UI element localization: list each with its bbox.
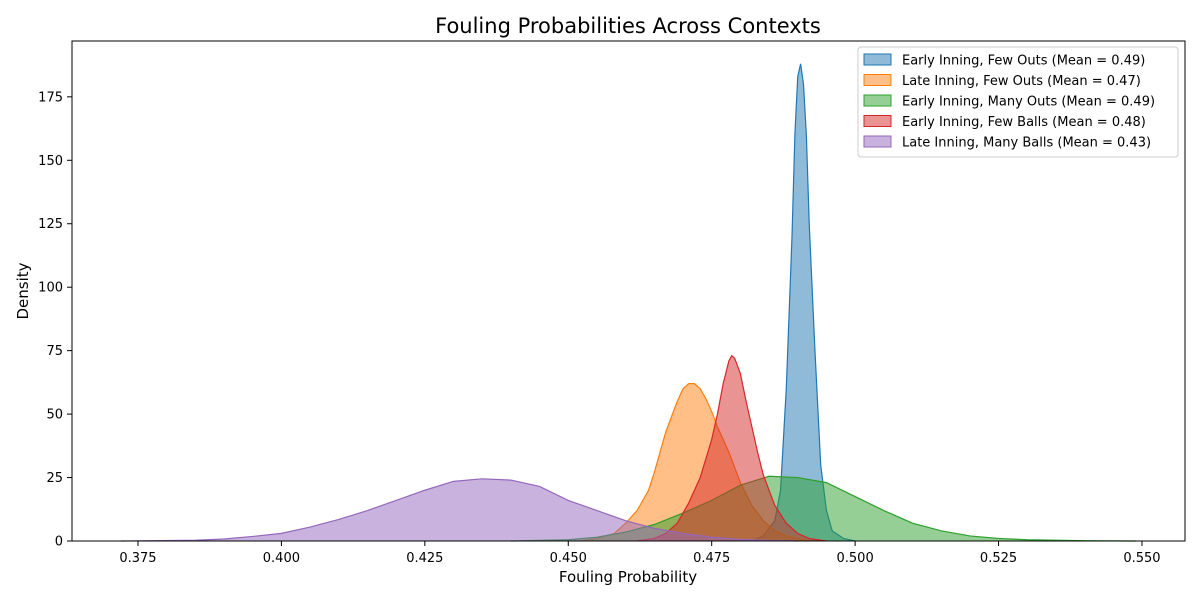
density-area-2 — [579, 383, 810, 541]
legend-label-5: Late Inning, Many Balls (Mean = 0.43) — [902, 136, 1151, 151]
x-tick-label: 0.425 — [406, 551, 443, 566]
y-axis-label: Density — [14, 262, 32, 319]
y-tick-label: 75 — [46, 344, 63, 359]
x-tick-label: 0.450 — [550, 551, 587, 566]
legend-label-4: Early Inning, Few Balls (Mean = 0.48) — [902, 115, 1146, 130]
y-tick-label: 175 — [38, 90, 63, 105]
legend-swatch-1 — [863, 53, 892, 66]
density-area-3 — [510, 476, 1137, 541]
legend-swatch-5 — [863, 135, 892, 148]
legend-swatch-3 — [863, 94, 892, 107]
legend-label-1: Early Inning, Few Outs (Mean = 0.49) — [902, 54, 1145, 69]
y-tick-label: 100 — [38, 281, 63, 296]
x-tick-label: 0.400 — [263, 551, 300, 566]
x-tick-label: 0.375 — [119, 551, 156, 566]
y-tick-label: 50 — [46, 408, 63, 423]
y-tick-label: 25 — [46, 471, 63, 486]
x-axis-ticks: 0.375 0.400 0.425 0.450 0.475 0.500 0.525 0.550 — [119, 541, 1161, 566]
legend-box — [857, 46, 1179, 158]
y-tick-label: 125 — [38, 217, 63, 232]
plot-frame — [71, 40, 1186, 542]
density-line-5 — [120, 478, 798, 542]
legend-swatch-4 — [863, 115, 892, 127]
x-tick-label: 0.525 — [980, 551, 1017, 566]
legend-label-3: Early Inning, Many Outs (Mean = 0.49) — [902, 95, 1155, 110]
x-tick-label: 0.500 — [837, 551, 874, 566]
density-area-5 — [120, 478, 798, 541]
y-tick-label: 0 — [55, 535, 63, 550]
legend: Early Inning, Few Outs (Mean = 0.49) Late… — [857, 46, 1179, 158]
legend-label-2: Late Inning, Few Outs (Mean = 0.47) — [902, 74, 1141, 89]
x-axis-label: Fouling Probability — [559, 568, 697, 586]
density-area-1 — [751, 63, 856, 542]
x-tick-label: 0.550 — [1123, 551, 1160, 566]
legend-swatch-2 — [863, 74, 892, 86]
density-line-4 — [637, 354, 827, 542]
chart-title: Fouling Probabilities Across Contexts — [435, 14, 821, 38]
y-axis-ticks: 0 25 50 75 100 125 150 175 — [38, 90, 72, 550]
density-areas — [120, 63, 1137, 542]
y-tick-label: 150 — [38, 154, 63, 169]
x-tick-label: 0.475 — [693, 551, 730, 566]
density-area-4 — [637, 355, 827, 541]
